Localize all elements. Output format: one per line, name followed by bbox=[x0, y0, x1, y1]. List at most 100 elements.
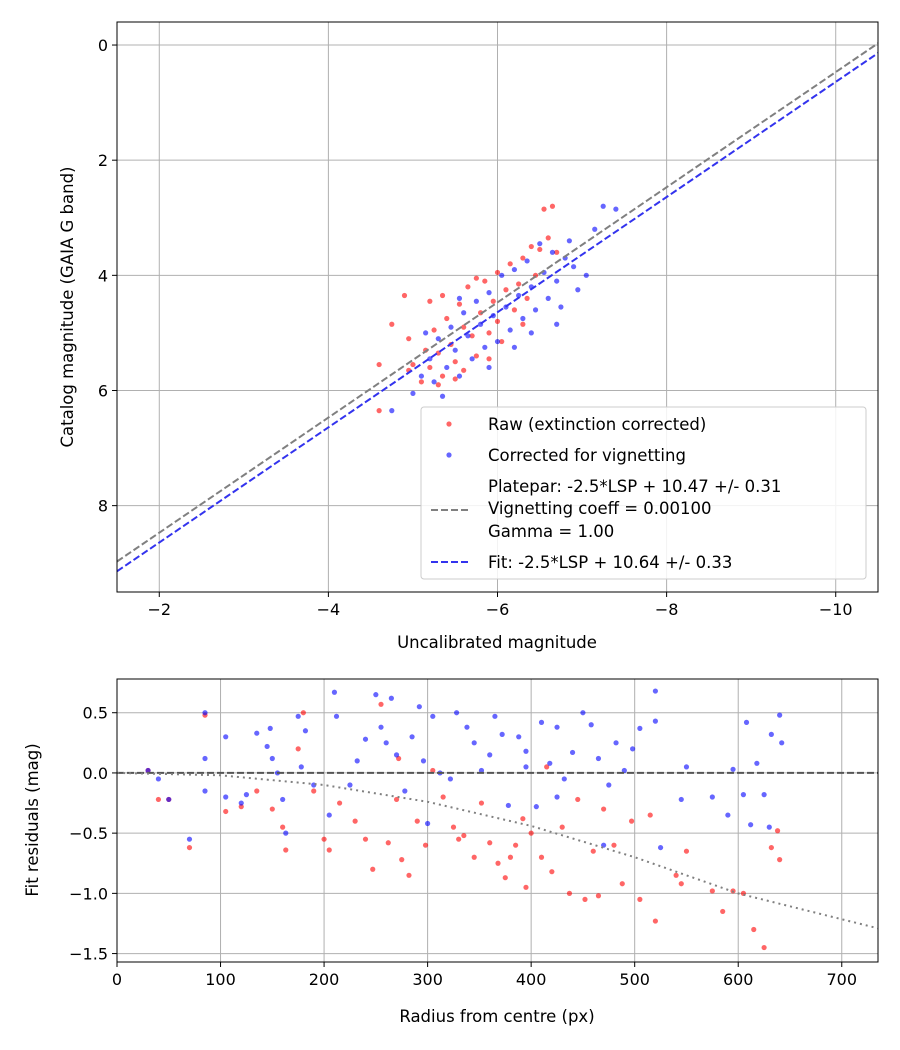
scatter-point bbox=[583, 272, 589, 278]
scatter-point bbox=[482, 344, 488, 350]
scatter-point bbox=[533, 804, 539, 810]
scatter-point bbox=[520, 255, 526, 261]
scatter-point bbox=[761, 792, 767, 798]
scatter-point bbox=[145, 767, 151, 774]
x-tick-label: −4 bbox=[317, 600, 341, 619]
scatter-point bbox=[439, 393, 446, 399]
scatter-point bbox=[520, 816, 526, 822]
scatter-point bbox=[410, 361, 416, 368]
scatter-point bbox=[378, 701, 384, 707]
scatter-point bbox=[464, 724, 470, 730]
scatter-point bbox=[393, 752, 400, 758]
top-legend: Raw (extinction corrected) Corrected for… bbox=[420, 406, 867, 580]
scatter-point bbox=[461, 367, 467, 373]
scatter-point bbox=[523, 764, 529, 770]
series-line bbox=[117, 771, 878, 930]
y-tick-label: 0.0 bbox=[83, 764, 108, 783]
scatter-point bbox=[238, 800, 244, 806]
bottom-x-axis-label: Radius from centre (px) bbox=[399, 1007, 594, 1026]
scatter-point bbox=[709, 888, 715, 894]
x-tick-label: −2 bbox=[147, 600, 171, 619]
scatter-point bbox=[720, 908, 726, 915]
scatter-point bbox=[482, 278, 488, 284]
scatter-point bbox=[499, 731, 505, 737]
scatter-point bbox=[490, 298, 496, 304]
scatter-point bbox=[155, 776, 162, 782]
scatter-point bbox=[486, 364, 492, 371]
scatter-point bbox=[418, 379, 424, 385]
scatter-point bbox=[528, 830, 534, 836]
scatter-point bbox=[427, 298, 433, 304]
scatter-point bbox=[499, 338, 505, 345]
scatter-point bbox=[487, 840, 493, 846]
scatter-point bbox=[452, 347, 458, 353]
x-tick-label: 100 bbox=[205, 970, 236, 989]
scatter-point bbox=[202, 710, 208, 716]
scatter-point bbox=[186, 844, 193, 851]
scatter-point bbox=[588, 722, 594, 728]
scatter-point bbox=[283, 847, 289, 853]
scatter-point bbox=[777, 712, 783, 718]
scatter-point bbox=[486, 356, 492, 362]
scatter-point bbox=[383, 740, 389, 746]
scatter-point bbox=[254, 730, 260, 736]
scatter-point bbox=[370, 866, 376, 872]
scatter-point bbox=[619, 881, 625, 887]
scatter-point bbox=[186, 836, 193, 842]
scatter-point bbox=[558, 304, 564, 310]
scatter-point bbox=[440, 794, 446, 800]
scatter-point bbox=[575, 796, 581, 803]
scatter-point bbox=[431, 379, 437, 385]
x-tick-label: −8 bbox=[655, 600, 679, 619]
scatter-point bbox=[280, 796, 286, 803]
scatter-point bbox=[657, 844, 664, 851]
x-tick-label: −10 bbox=[819, 600, 853, 619]
scatter-point bbox=[448, 324, 454, 330]
scatter-point bbox=[347, 782, 353, 788]
scatter-point bbox=[326, 847, 332, 853]
scatter-point bbox=[444, 364, 450, 371]
scatter-point bbox=[571, 264, 577, 270]
scatter-point bbox=[393, 796, 400, 803]
scatter-point bbox=[373, 692, 379, 698]
scatter-point bbox=[520, 315, 526, 322]
y-tick-label: 6 bbox=[98, 381, 108, 400]
scatter-point bbox=[507, 854, 514, 860]
scatter-point bbox=[389, 408, 395, 414]
scatter-point bbox=[422, 842, 429, 848]
scatter-point bbox=[595, 893, 602, 899]
scatter-point bbox=[238, 804, 244, 810]
scatter-point bbox=[354, 758, 360, 764]
scatter-point bbox=[613, 206, 619, 212]
series-line bbox=[117, 52, 878, 573]
scatter-point bbox=[223, 808, 229, 815]
y-tick-label: 0.5 bbox=[83, 704, 108, 723]
top-y-ticks: 0 2 4 6 8 bbox=[98, 36, 117, 516]
scatter-point bbox=[600, 203, 606, 209]
scatter-point bbox=[409, 734, 415, 740]
scatter-point bbox=[544, 764, 550, 770]
scatter-point bbox=[523, 884, 529, 890]
scatter-point bbox=[549, 869, 555, 875]
scatter-point bbox=[473, 275, 479, 281]
scatter-point bbox=[511, 266, 518, 273]
scatter-point bbox=[678, 796, 684, 803]
series-line bbox=[117, 42, 878, 563]
scatter-point bbox=[647, 812, 653, 818]
scatter-point bbox=[280, 824, 286, 830]
scatter-point bbox=[532, 307, 539, 313]
scatter-point bbox=[637, 725, 643, 731]
scatter-point bbox=[495, 860, 501, 866]
legend-marker-corrected bbox=[446, 452, 452, 458]
scatter-point bbox=[269, 755, 275, 762]
scatter-point bbox=[520, 321, 526, 327]
scatter-point bbox=[447, 776, 453, 782]
scatter-point bbox=[779, 740, 785, 746]
scatter-point bbox=[295, 746, 301, 752]
scatter-point bbox=[410, 390, 416, 396]
scatter-point bbox=[439, 373, 446, 379]
scatter-point bbox=[202, 755, 208, 762]
scatter-point bbox=[499, 272, 505, 278]
scatter-point bbox=[494, 318, 501, 324]
x-tick-label: 200 bbox=[309, 970, 340, 989]
